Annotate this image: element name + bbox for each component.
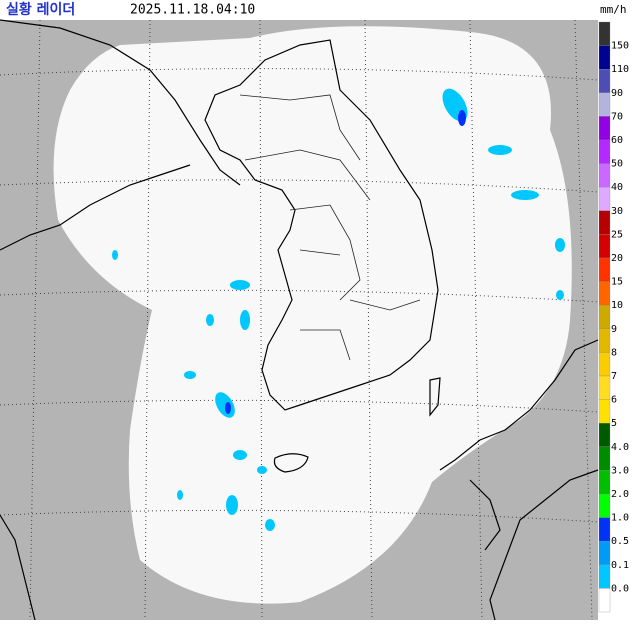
legend-swatch (598, 352, 611, 377)
legend-swatch (598, 187, 611, 211)
legend-swatch (598, 328, 611, 353)
legend-label: 60 (611, 135, 623, 146)
legend-label: 2.0 (611, 489, 629, 500)
legend-label: 150 (611, 41, 629, 52)
title: 실황 레이더 (6, 1, 75, 18)
timestamp: 2025.11.18.04:10 (130, 3, 255, 18)
legend-label: 30 (611, 206, 623, 217)
legend-swatch (598, 257, 611, 282)
legend-swatch (598, 399, 611, 424)
legend-swatch (598, 375, 611, 400)
legend-swatch (598, 234, 611, 259)
legend-label: 1.0 (611, 513, 629, 524)
legend-swatch (598, 92, 611, 117)
legend-swatch (598, 116, 611, 141)
rain-echoes (112, 88, 565, 531)
legend-label: 50 (611, 159, 623, 170)
legend-swatch (598, 281, 611, 306)
legend-swatch (598, 69, 611, 93)
legend-swatch (598, 210, 611, 235)
legend-label: 90 (611, 88, 623, 99)
legend-label: 15 (611, 277, 623, 288)
legend-swatch (598, 541, 611, 565)
legend-label: 110 (611, 64, 629, 75)
admin-borders (239, 94, 421, 361)
legend-label: 10 (611, 300, 623, 311)
legend-label: 0.5 (611, 536, 629, 547)
legend-label: 9 (611, 324, 617, 335)
legend-label: 5 (611, 418, 617, 429)
legend-swatch (598, 423, 611, 447)
grid-lines (0, 19, 599, 621)
legend-label: 40 (611, 182, 623, 193)
legend-swatch (598, 493, 611, 518)
legend-swatch (598, 470, 611, 495)
legend-swatch (598, 139, 611, 164)
map (0, 19, 599, 621)
legend-swatch (598, 517, 611, 542)
legend-swatch (598, 163, 611, 188)
unit: mm/h (600, 3, 627, 16)
legend-label: 8 (611, 347, 617, 358)
legend-label: 4.0 (611, 442, 629, 453)
legend-swatch (598, 305, 611, 329)
header-bar (0, 0, 635, 20)
legend-label: 0.1 (611, 560, 629, 571)
legend-label: 25 (611, 229, 623, 240)
legend-swatch (598, 446, 611, 471)
legend: 150 110 90 70 60 50 40 30 25 20 15 10 9 8 7 6 5 4.0 3.0 2.0… (598, 21, 629, 613)
legend-swatch (598, 21, 611, 46)
legend-label: 0.0 (611, 583, 629, 594)
legend-label: 6 (611, 395, 617, 406)
legend-label: 20 (611, 253, 623, 264)
legend-label: 70 (611, 111, 623, 122)
legend-swatch (598, 564, 611, 589)
legend-swatch (598, 45, 611, 70)
coastlines (0, 19, 599, 621)
legend-label: 7 (611, 371, 617, 382)
radar-coverage (53, 26, 572, 604)
legend-label: 3.0 (611, 465, 629, 476)
legend-swatch (598, 588, 611, 613)
